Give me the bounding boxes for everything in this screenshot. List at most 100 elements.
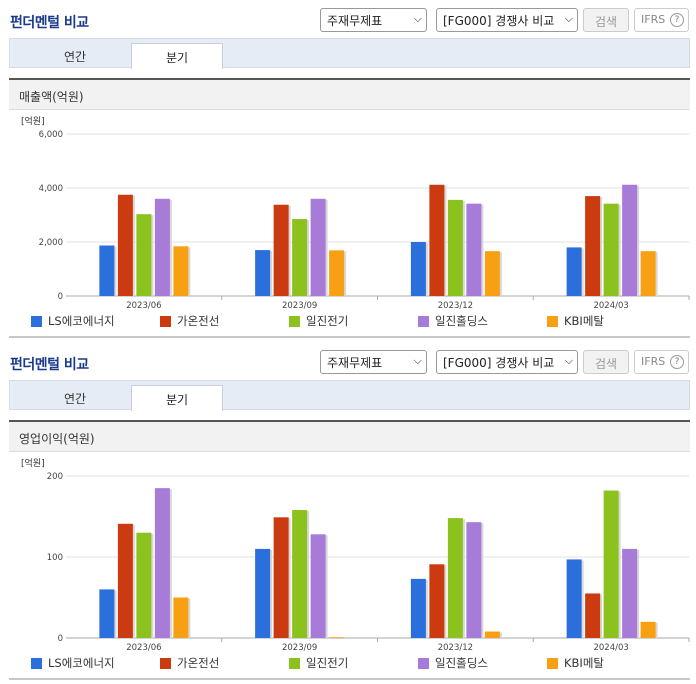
bar: [566, 559, 582, 638]
legend-swatch: [418, 315, 429, 327]
legend-swatch: [418, 657, 429, 669]
revenue-chart-panel: 매출액(억원) [억원] 6,000 4,000 2,000 0 2023/06 2023/…: [9, 78, 690, 336]
legend-swatch: [160, 657, 171, 669]
legend-label: 일진전기: [306, 314, 349, 328]
bar: [566, 247, 582, 296]
legend-item[interactable]: 가온전선: [160, 313, 289, 329]
bar: [255, 250, 271, 296]
divider: [9, 336, 690, 338]
bar: [603, 490, 619, 638]
report-type-value: 주재무제표: [327, 14, 383, 28]
x-tick-label: 2023/06: [126, 301, 161, 310]
legend-label: 가온전선: [177, 656, 220, 670]
bar: [329, 250, 345, 296]
section-title: 펀더멘털 비교: [10, 357, 89, 373]
x-tick-label: 2023/06: [126, 643, 161, 652]
report-type-value: 주재무제표: [327, 356, 383, 370]
bar: [447, 199, 463, 296]
bar: [173, 597, 189, 638]
bar: [310, 198, 326, 296]
legend-item[interactable]: 일진전기: [289, 313, 418, 329]
ifrs-help-button[interactable]: IFRS ?: [634, 350, 689, 374]
legend-item[interactable]: LS에코에너지: [31, 313, 160, 329]
y-unit-label: [억원]: [21, 457, 45, 469]
search-button[interactable]: 검색: [583, 8, 629, 32]
bar: [255, 548, 271, 638]
bar: [117, 523, 133, 638]
legend-swatch: [31, 657, 42, 669]
chevron-down-icon: ⌵: [564, 354, 573, 367]
y-tick-label: 4,000: [39, 184, 63, 194]
compare-select[interactable]: [FG000] 경쟁사 비교 ⌵: [436, 8, 578, 32]
legend-item[interactable]: 일진홀딩스: [418, 655, 547, 671]
legend-swatch: [547, 657, 558, 669]
x-tick-label: 2023/09: [282, 301, 317, 310]
legend-item[interactable]: 일진홀딩스: [418, 313, 547, 329]
tab-quarterly[interactable]: 분기: [131, 385, 223, 411]
legend-item[interactable]: LS에코에너지: [31, 655, 160, 671]
x-tick-label: 2023/12: [438, 301, 473, 310]
section-header: 펀더멘털 비교 주재무제표 ⌵ [FG000] 경쟁사 비교 ⌵ 검색 IFRS…: [0, 0, 696, 36]
bar: [99, 589, 115, 638]
bar: [429, 564, 445, 638]
tab-annual[interactable]: 연간: [63, 50, 87, 64]
bar: [410, 242, 426, 296]
bar: [484, 251, 500, 296]
bar: [410, 578, 426, 638]
legend-label: 가온전선: [177, 314, 220, 328]
legend-item[interactable]: 가온전선: [160, 655, 289, 671]
legend-label: 일진홀딩스: [435, 314, 488, 328]
legend-item[interactable]: 일진전기: [289, 655, 418, 671]
y-tick-label: 6,000: [39, 130, 63, 140]
bar: [640, 621, 656, 638]
y-tick-label: 0: [58, 634, 63, 644]
y-tick-label: 2,000: [39, 238, 63, 248]
compare-value: [FG000] 경쟁사 비교: [443, 356, 555, 370]
bar: [466, 203, 482, 296]
y-tick-label: 0: [58, 292, 63, 302]
bar: [136, 214, 152, 296]
bar: [292, 510, 308, 638]
x-tick-label: 2023/12: [438, 643, 473, 652]
divider: [9, 678, 690, 680]
tab-annual[interactable]: 연간: [63, 392, 87, 406]
search-button[interactable]: 검색: [583, 350, 629, 374]
bar: [603, 203, 619, 296]
chart-legend: LS에코에너지 가온전선 일진전기 일진홀딩스 KBI메탈: [31, 655, 676, 671]
ifrs-label: IFRS: [641, 13, 666, 26]
bar: [273, 517, 289, 638]
bar: [117, 194, 133, 296]
legend-label: LS에코에너지: [48, 656, 115, 670]
report-type-select[interactable]: 주재무제표 ⌵: [320, 8, 427, 32]
legend-label: 일진홀딩스: [435, 656, 488, 670]
bar: [99, 245, 115, 296]
chevron-down-icon: ⌵: [413, 354, 422, 367]
bar: [136, 532, 152, 638]
revenue-chart: [억원] 6,000 4,000 2,000 0 2023/06 2023/09 2023/1…: [21, 115, 690, 310]
report-type-select[interactable]: 주재무제표 ⌵: [320, 350, 427, 374]
bar: [585, 593, 601, 638]
legend-label: 일진전기: [306, 656, 349, 670]
chart-legend: LS에코에너지 가온전선 일진전기 일진홀딩스 KBI메탈: [31, 313, 676, 329]
section-title: 펀더멘털 비교: [10, 15, 89, 31]
fundamental-section-1: 펀더멘털 비교 주재무제표 ⌵ [FG000] 경쟁사 비교 ⌵ 검색 IFRS…: [0, 0, 696, 338]
question-icon: ?: [670, 355, 684, 369]
tab-quarterly[interactable]: 분기: [131, 43, 223, 69]
y-tick-label: 200: [47, 472, 63, 482]
ifrs-help-button[interactable]: IFRS ?: [634, 8, 689, 32]
compare-select[interactable]: [FG000] 경쟁사 비교 ⌵: [436, 350, 578, 374]
legend-label: KBI메탈: [564, 656, 604, 670]
legend-item[interactable]: KBI메탈: [547, 313, 676, 329]
y-tick-label: 100: [47, 553, 63, 563]
bar: [329, 637, 345, 638]
legend-swatch: [160, 315, 171, 327]
legend-swatch: [31, 315, 42, 327]
legend-item[interactable]: KBI메탈: [547, 655, 676, 671]
bar: [310, 534, 326, 638]
x-tick-label: 2023/09: [282, 643, 317, 652]
question-icon: ?: [670, 13, 684, 27]
chart-title: 영업이익(억원): [9, 422, 690, 452]
compare-value: [FG000] 경쟁사 비교: [443, 14, 555, 28]
chevron-down-icon: ⌵: [564, 12, 573, 25]
operating-profit-chart-panel: 영업이익(억원) [억원] 200 100 0 2023/06 2023/09 2023/1…: [9, 420, 690, 678]
